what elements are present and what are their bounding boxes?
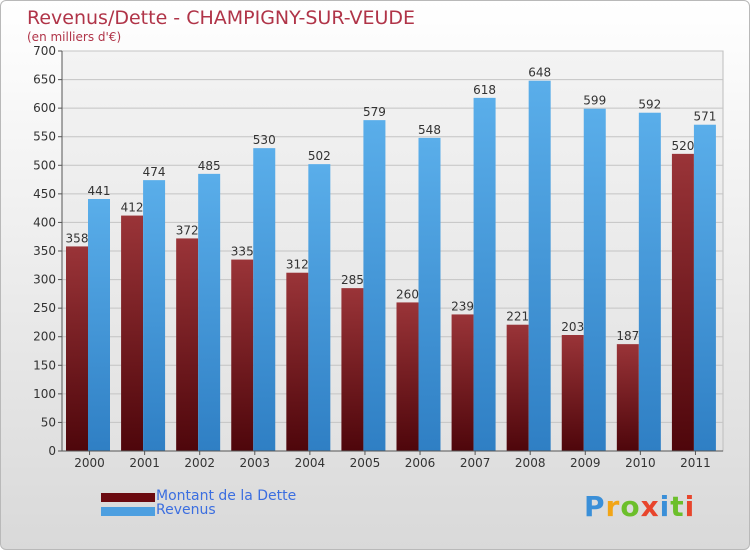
data-label-dette: 412 bbox=[121, 201, 144, 215]
bar-revenus bbox=[88, 199, 110, 451]
x-tick-label: 2003 bbox=[240, 456, 271, 470]
y-tick-label: 650 bbox=[33, 73, 56, 87]
data-label-dette: 239 bbox=[451, 299, 474, 313]
bar-revenus bbox=[253, 148, 276, 451]
y-tick-label: 700 bbox=[33, 44, 56, 58]
x-tick-label: 2007 bbox=[460, 456, 491, 470]
logo-letter: r bbox=[605, 490, 621, 523]
logo-letter: o bbox=[620, 490, 641, 523]
y-tick-label: 600 bbox=[33, 101, 56, 115]
data-label-revenus: 592 bbox=[638, 98, 661, 112]
logo-letter: x bbox=[640, 490, 660, 523]
y-tick-label: 350 bbox=[33, 244, 56, 258]
x-tick-label: 2004 bbox=[295, 456, 326, 470]
data-label-revenus: 474 bbox=[143, 165, 166, 179]
x-tick-label: 2008 bbox=[515, 456, 546, 470]
y-tick-label: 100 bbox=[33, 387, 56, 401]
bar-revenus bbox=[693, 124, 716, 451]
bar-revenus bbox=[198, 173, 221, 451]
y-tick-label: 450 bbox=[33, 187, 56, 201]
data-label-revenus: 502 bbox=[308, 149, 331, 163]
data-label-dette: 358 bbox=[66, 231, 89, 245]
y-tick-label: 500 bbox=[33, 158, 56, 172]
legend-label-revenus: Revenus bbox=[156, 502, 216, 518]
data-label-dette: 221 bbox=[506, 310, 529, 324]
x-tick-label: 2009 bbox=[570, 456, 601, 470]
logo-letter: i bbox=[659, 490, 671, 523]
bar-dette bbox=[506, 324, 529, 451]
legend-swatch-dette bbox=[101, 493, 155, 502]
data-label-revenus: 571 bbox=[693, 110, 716, 124]
bar-dette bbox=[396, 302, 419, 451]
y-tick-label: 550 bbox=[33, 130, 56, 144]
data-label-dette: 285 bbox=[341, 273, 364, 287]
bar-dette bbox=[66, 246, 88, 451]
data-label-dette: 520 bbox=[671, 139, 694, 153]
bar-revenus bbox=[638, 112, 661, 451]
data-label-dette: 203 bbox=[561, 320, 584, 334]
bar-revenus bbox=[418, 137, 441, 451]
data-label-revenus: 648 bbox=[528, 66, 551, 80]
data-label-dette: 335 bbox=[231, 245, 254, 259]
x-tick-label: 2011 bbox=[680, 456, 711, 470]
data-label-dette: 372 bbox=[176, 223, 199, 237]
bar-revenus bbox=[143, 180, 166, 451]
bar-dette bbox=[616, 344, 639, 451]
data-label-revenus: 548 bbox=[418, 123, 441, 137]
data-label-revenus: 485 bbox=[198, 159, 221, 173]
legend-swatch-revenus bbox=[101, 507, 155, 516]
data-label-dette: 312 bbox=[286, 258, 309, 272]
data-label-revenus: 579 bbox=[363, 105, 386, 119]
logo-letter: t bbox=[670, 490, 685, 523]
y-tick-label: 150 bbox=[33, 358, 56, 372]
chart-subtitle: (en milliers d'€) bbox=[27, 30, 122, 44]
data-label-revenus: 441 bbox=[88, 184, 111, 198]
bar-revenus bbox=[363, 120, 386, 452]
bar-dette bbox=[561, 335, 584, 451]
legend-label-dette: Montant de la Dette bbox=[156, 488, 297, 504]
bar-revenus bbox=[473, 97, 496, 451]
y-tick-label: 50 bbox=[41, 415, 56, 429]
x-tick-label: 2006 bbox=[405, 456, 436, 470]
logo-letter: P bbox=[584, 490, 606, 523]
x-tick-label: 2002 bbox=[184, 456, 215, 470]
data-label-revenus: 618 bbox=[473, 83, 496, 97]
y-tick-label: 200 bbox=[33, 330, 56, 344]
y-tick-label: 400 bbox=[33, 215, 56, 229]
data-label-revenus: 530 bbox=[253, 133, 276, 147]
data-label-dette: 187 bbox=[616, 329, 639, 343]
bar-dette bbox=[231, 259, 254, 451]
data-label-revenus: 599 bbox=[583, 94, 606, 108]
bar-revenus bbox=[528, 80, 551, 451]
bar-dette bbox=[121, 215, 144, 451]
bar-revenus bbox=[308, 164, 331, 451]
bar-dette bbox=[341, 288, 364, 451]
y-tick-label: 300 bbox=[33, 273, 56, 287]
bar-dette bbox=[176, 238, 199, 451]
x-tick-label: 2001 bbox=[129, 456, 160, 470]
y-tick-label: 0 bbox=[48, 444, 56, 458]
x-tick-label: 2010 bbox=[625, 456, 656, 470]
bar-dette bbox=[451, 314, 474, 451]
y-tick-label: 250 bbox=[33, 301, 56, 315]
bar-revenus bbox=[583, 108, 606, 451]
proxiti-logo: Proxiti bbox=[584, 490, 695, 523]
bar-dette bbox=[671, 153, 694, 451]
x-tick-label: 2000 bbox=[74, 456, 105, 470]
x-tick-label: 2005 bbox=[350, 456, 381, 470]
bar-dette bbox=[286, 272, 309, 451]
data-label-dette: 260 bbox=[396, 287, 419, 301]
chart-title: Revenus/Dette - CHAMPIGNY-SUR-VEUDE bbox=[27, 7, 416, 29]
logo-letter: i bbox=[684, 490, 696, 523]
